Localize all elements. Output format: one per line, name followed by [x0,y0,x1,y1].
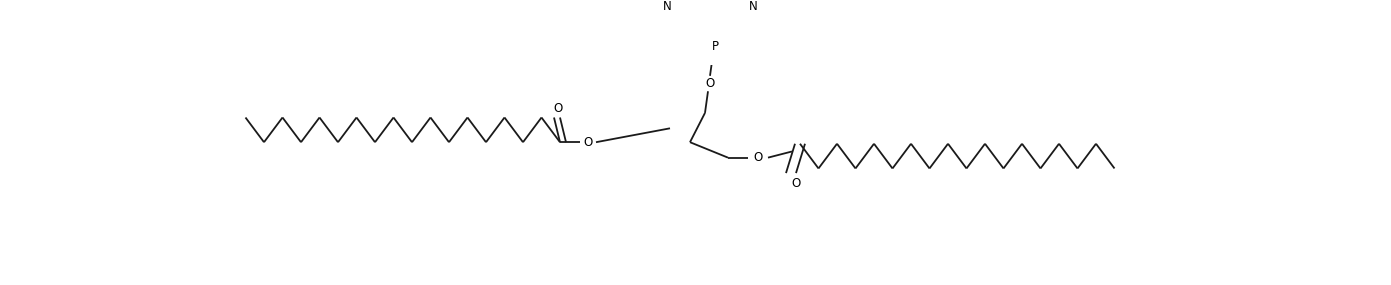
Text: O: O [583,136,593,149]
Text: N: N [748,0,757,13]
Text: O: O [705,77,715,90]
Text: O: O [754,151,762,164]
Text: P: P [712,40,719,53]
Text: N: N [662,0,672,13]
Text: O: O [791,177,801,190]
Text: O: O [554,102,562,115]
